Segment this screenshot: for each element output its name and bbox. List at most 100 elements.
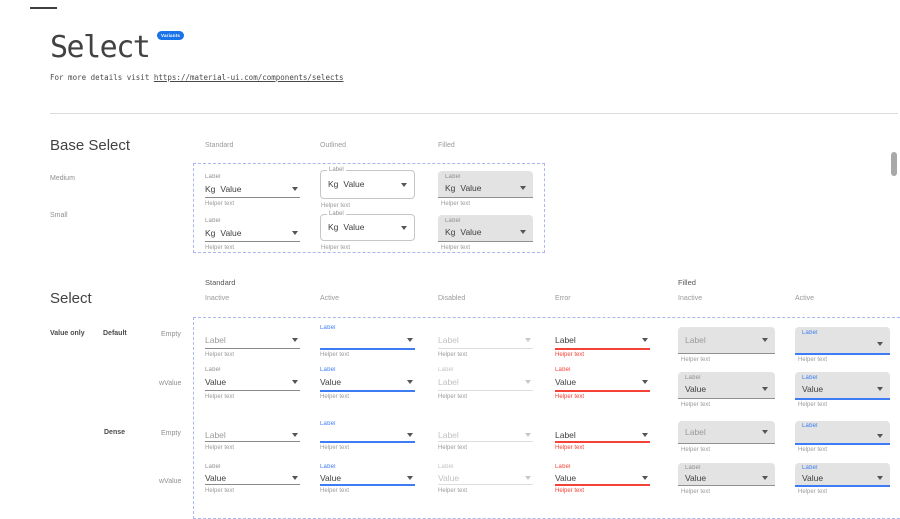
helper-text: Helper text <box>798 357 828 363</box>
select-trigger[interactable]: Value <box>320 472 415 484</box>
column-header-filled-inactive: Inactive <box>678 295 703 302</box>
select-trigger[interactable]: Kg Value <box>445 182 528 194</box>
filled-select[interactable]: Label Value <box>678 463 775 486</box>
select-trigger[interactable] <box>320 334 415 346</box>
select-underline <box>555 390 650 392</box>
select-trigger[interactable]: Label <box>205 429 300 441</box>
select-value-group: Label <box>438 378 459 387</box>
select-trigger[interactable]: Value <box>555 472 650 484</box>
select-underline <box>205 441 300 442</box>
filled-select[interactable]: Label Value <box>795 463 890 487</box>
select-trigger[interactable]: Value <box>802 383 885 395</box>
filled-select[interactable]: Label <box>795 421 890 445</box>
select-trigger[interactable]: Kg Value <box>328 179 409 191</box>
row-header-small: Small <box>50 212 68 219</box>
select-adornment: Kg <box>445 226 456 237</box>
helper-text: Helper text <box>555 488 585 494</box>
select-trigger[interactable]: Value <box>802 472 885 484</box>
dropdown-arrow-icon <box>525 433 531 437</box>
select-label: Label <box>320 421 336 427</box>
select-heading: Select <box>50 290 92 307</box>
select-value-group: Value <box>802 474 823 483</box>
select-adornment: Kg <box>445 182 456 193</box>
dropdown-arrow-icon <box>520 230 526 234</box>
select-value: Label <box>555 334 576 345</box>
select-value-group: Value <box>205 378 226 387</box>
filled-select[interactable]: Label <box>678 327 775 354</box>
select-label: Label <box>205 367 221 373</box>
filled-select-inactive: Label Value Helper text <box>678 372 775 408</box>
select-value: Label <box>205 429 226 440</box>
select-underline <box>438 441 533 442</box>
helper-text: Helper text <box>555 352 585 358</box>
select-value: Value <box>460 226 482 237</box>
select-trigger[interactable]: Label <box>555 429 650 441</box>
helper-text: Helper text <box>320 488 350 494</box>
helper-text: Helper text <box>205 245 235 251</box>
filled-select[interactable]: Label Kg Value <box>438 171 533 198</box>
helper-text: Helper text <box>320 394 350 400</box>
standard-select-error: Label Value Helper text <box>555 464 650 494</box>
select-label: Label <box>685 375 701 381</box>
vertical-scrollbar-thumb[interactable] <box>891 152 897 176</box>
filled-select[interactable]: Label Kg Value <box>438 215 533 242</box>
select-trigger[interactable]: Value <box>438 472 533 484</box>
select-label: Label <box>205 464 221 470</box>
select-trigger[interactable]: Kg Value <box>205 183 300 195</box>
select-label: Label <box>438 367 454 373</box>
select-underline <box>205 197 300 198</box>
select-label: Label <box>438 464 454 470</box>
helper-text: Helper text <box>320 445 350 451</box>
select-cells-layer: Label Kg Value Helper text Label Kg Value Helpe… <box>205 167 890 495</box>
select-trigger[interactable]: Value <box>555 376 650 388</box>
select-value: Value <box>685 472 707 483</box>
subtitle-link[interactable]: https://material-ui.com/components/selec… <box>153 73 344 82</box>
select-underline <box>320 484 415 486</box>
outlined-select[interactable]: Label Kg Value <box>320 167 415 199</box>
select-value: Value <box>460 182 482 193</box>
select-underline <box>205 241 300 242</box>
select-trigger[interactable]: Value <box>685 383 770 395</box>
select-value: Value <box>438 472 460 483</box>
helper-text: Helper text <box>681 447 711 453</box>
select-trigger[interactable]: Kg Value <box>205 227 300 239</box>
select-trigger[interactable]: Label <box>555 334 650 346</box>
dropdown-arrow-icon <box>292 338 298 342</box>
subtitle-text: For more details visit <box>50 73 154 82</box>
select-trigger[interactable]: Label <box>438 334 533 346</box>
select-value-group: Label <box>205 336 226 345</box>
helper-text: Helper text <box>681 357 711 363</box>
helper-text: Helper text <box>438 394 468 400</box>
outlined-select[interactable]: Label Kg Value <box>320 211 415 241</box>
select-trigger[interactable]: Label <box>685 426 770 438</box>
standard-select-disabled: Label Value Helper text <box>438 464 533 494</box>
helper-text: Helper text <box>798 402 828 408</box>
helper-text: Helper text <box>205 445 235 451</box>
filled-select[interactable]: Label Value <box>795 372 890 400</box>
select-trigger[interactable]: Kg Value <box>445 226 528 238</box>
select-trigger[interactable]: Label <box>685 334 770 346</box>
select-trigger[interactable] <box>802 338 885 350</box>
top-left-dash <box>30 7 57 9</box>
row-label-empty-2: Empty <box>161 430 181 437</box>
filled-select[interactable]: Label Value <box>678 372 775 399</box>
select-label: Label <box>802 330 818 336</box>
select-trigger[interactable] <box>320 429 415 441</box>
select-trigger[interactable]: Value <box>685 472 770 484</box>
select-trigger[interactable]: Label <box>205 334 300 346</box>
outlined-select-inactive: Label Kg Value Helper text <box>320 167 415 209</box>
select-trigger[interactable]: Kg Value <box>328 222 409 234</box>
base-select-spec-frame <box>193 163 545 253</box>
filled-select[interactable]: Label <box>795 327 890 355</box>
select-trigger[interactable] <box>802 430 885 442</box>
select-trigger[interactable]: Value <box>320 376 415 388</box>
select-trigger[interactable]: Label <box>438 376 533 388</box>
select-value-group: Value <box>438 474 459 483</box>
helper-text: Helper text <box>798 447 828 453</box>
dropdown-arrow-icon <box>642 433 648 437</box>
select-trigger[interactable]: Label <box>438 429 533 441</box>
select-trigger[interactable]: Value <box>205 376 300 388</box>
select-value-group: Value <box>320 474 341 483</box>
select-trigger[interactable]: Value <box>205 472 300 484</box>
filled-select[interactable]: Label <box>678 421 775 444</box>
